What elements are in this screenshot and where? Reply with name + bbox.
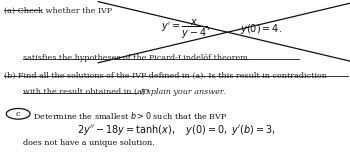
Text: does not have a unique solution.: does not have a unique solution. (23, 139, 154, 147)
Text: $2y'' - 18y = \tanh(x), \quad y(0) = 0, \; y'(b) = 3,$: $2y'' - 18y = \tanh(x), \quad y(0) = 0, … (77, 122, 275, 137)
Text: (a) Check whether the IVP: (a) Check whether the IVP (4, 7, 112, 15)
Text: c: c (16, 110, 21, 117)
Text: $y' = \dfrac{x}{y-4},$: $y' = \dfrac{x}{y-4},$ (161, 18, 211, 41)
Text: Determine the smallest $b > 0$ such that the BVP: Determine the smallest $b > 0$ such that… (33, 110, 228, 121)
Text: $y(0) = 4.$: $y(0) = 4.$ (240, 22, 282, 36)
Text: with the result obtained in (a)?: with the result obtained in (a)? (23, 88, 149, 96)
Text: Explain your answer.: Explain your answer. (138, 88, 226, 96)
Text: (b) Find all the solutions of the IVP defined in (a). Is this result in contradi: (b) Find all the solutions of the IVP de… (4, 71, 327, 79)
Text: satisfies the hypotheses of the Picard-Lindelöf theorem.: satisfies the hypotheses of the Picard-L… (23, 54, 250, 62)
